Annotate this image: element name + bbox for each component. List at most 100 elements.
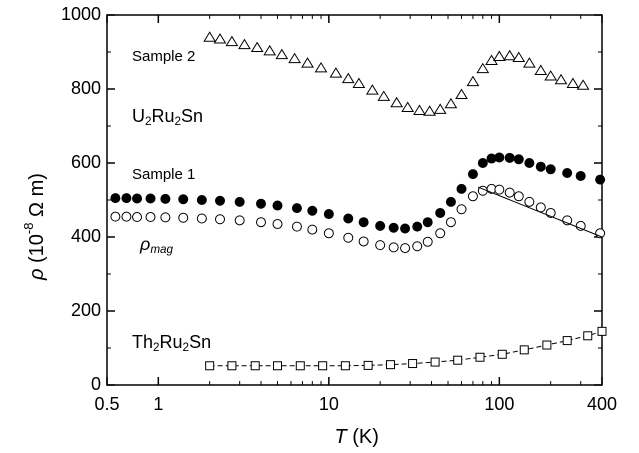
annotation: Th2Ru2Sn	[132, 332, 211, 354]
marker	[375, 240, 386, 251]
marker	[504, 187, 515, 198]
x-tick-label: 100	[484, 394, 514, 414]
marker	[196, 195, 207, 205]
marker	[323, 209, 334, 220]
annotation-part: 2	[153, 341, 160, 354]
y-axis-label-part: Ω m)	[26, 173, 48, 222]
marker	[255, 198, 266, 209]
marker	[110, 193, 121, 204]
marker	[323, 228, 334, 239]
marker	[272, 200, 283, 211]
x-axis-label-part: T	[335, 426, 349, 448]
marker	[477, 158, 488, 168]
marker	[291, 221, 302, 232]
annotation: Sample 1	[132, 166, 195, 183]
marker	[575, 170, 586, 181]
marker	[534, 64, 548, 75]
marker	[314, 61, 328, 73]
marker	[363, 360, 373, 370]
marker	[400, 243, 411, 254]
marker	[160, 212, 171, 223]
marker	[178, 212, 189, 223]
marker	[388, 242, 399, 253]
marker	[273, 361, 283, 371]
x-tick-label: 400	[587, 394, 617, 414]
marker	[486, 153, 497, 164]
marker	[275, 48, 289, 60]
marker	[341, 72, 355, 84]
marker	[535, 161, 546, 172]
marker	[422, 217, 433, 228]
x-tick-label: 0.5	[94, 394, 119, 414]
marker	[386, 360, 396, 370]
y-axis-label-part: ρ	[26, 269, 48, 281]
y-axis-label: ρ (10-8 Ω m)	[21, 173, 48, 281]
annotation: U2Ru2Sn	[132, 106, 203, 128]
annotation: ρmag	[139, 234, 174, 256]
marker	[522, 57, 536, 68]
marker	[412, 221, 423, 232]
annotation-part: mag	[150, 243, 173, 256]
annotation-part: Sn	[181, 106, 203, 126]
marker	[476, 62, 490, 74]
annotation-part: 2	[175, 115, 182, 128]
marker	[497, 349, 507, 359]
marker	[375, 220, 386, 231]
marker	[215, 214, 226, 225]
marker	[423, 105, 437, 116]
marker	[121, 211, 132, 222]
marker	[595, 174, 606, 185]
marker	[178, 194, 189, 205]
marker	[566, 77, 580, 88]
marker	[272, 219, 283, 230]
marker	[422, 236, 433, 247]
marker	[512, 51, 526, 63]
marker	[291, 203, 302, 214]
y-axis-label-part: (10	[26, 234, 48, 268]
marker	[504, 152, 515, 163]
marker	[358, 217, 369, 228]
marker	[575, 220, 586, 231]
marker	[456, 204, 467, 215]
y-tick-label: 600	[71, 152, 101, 172]
marker	[329, 67, 343, 78]
x-axis-label: T (K)	[335, 426, 379, 448]
marker	[445, 196, 456, 207]
marker	[110, 211, 121, 222]
marker	[132, 212, 143, 223]
marker	[238, 38, 251, 50]
marker	[519, 345, 529, 355]
marker	[544, 70, 558, 81]
marker	[307, 224, 318, 235]
marker	[554, 73, 568, 85]
series-line	[477, 186, 603, 238]
marker	[494, 184, 505, 195]
x-tick-label: 1	[153, 394, 163, 414]
marker	[203, 31, 217, 42]
annotation-part: Ru	[152, 106, 175, 126]
marker	[456, 183, 467, 194]
y-tick-label: 200	[71, 300, 101, 320]
marker	[583, 331, 593, 341]
marker	[307, 205, 318, 216]
marker	[225, 35, 239, 47]
marker	[227, 361, 237, 371]
y-tick-label: 800	[71, 78, 101, 98]
marker	[513, 154, 524, 165]
y-tick-label: 400	[71, 226, 101, 246]
marker	[132, 193, 143, 204]
marker	[466, 75, 480, 87]
marker	[343, 213, 354, 224]
y-tick-label: 1000	[61, 4, 101, 24]
marker	[524, 158, 535, 168]
marker	[250, 361, 260, 371]
annotation: Sample 2	[132, 48, 195, 65]
marker	[205, 361, 215, 371]
marker	[562, 167, 573, 178]
marker	[288, 52, 302, 64]
marker	[255, 217, 266, 228]
marker	[542, 340, 552, 350]
marker	[160, 193, 171, 204]
marker	[196, 213, 207, 224]
y-axis-label-part: -8	[21, 223, 36, 235]
